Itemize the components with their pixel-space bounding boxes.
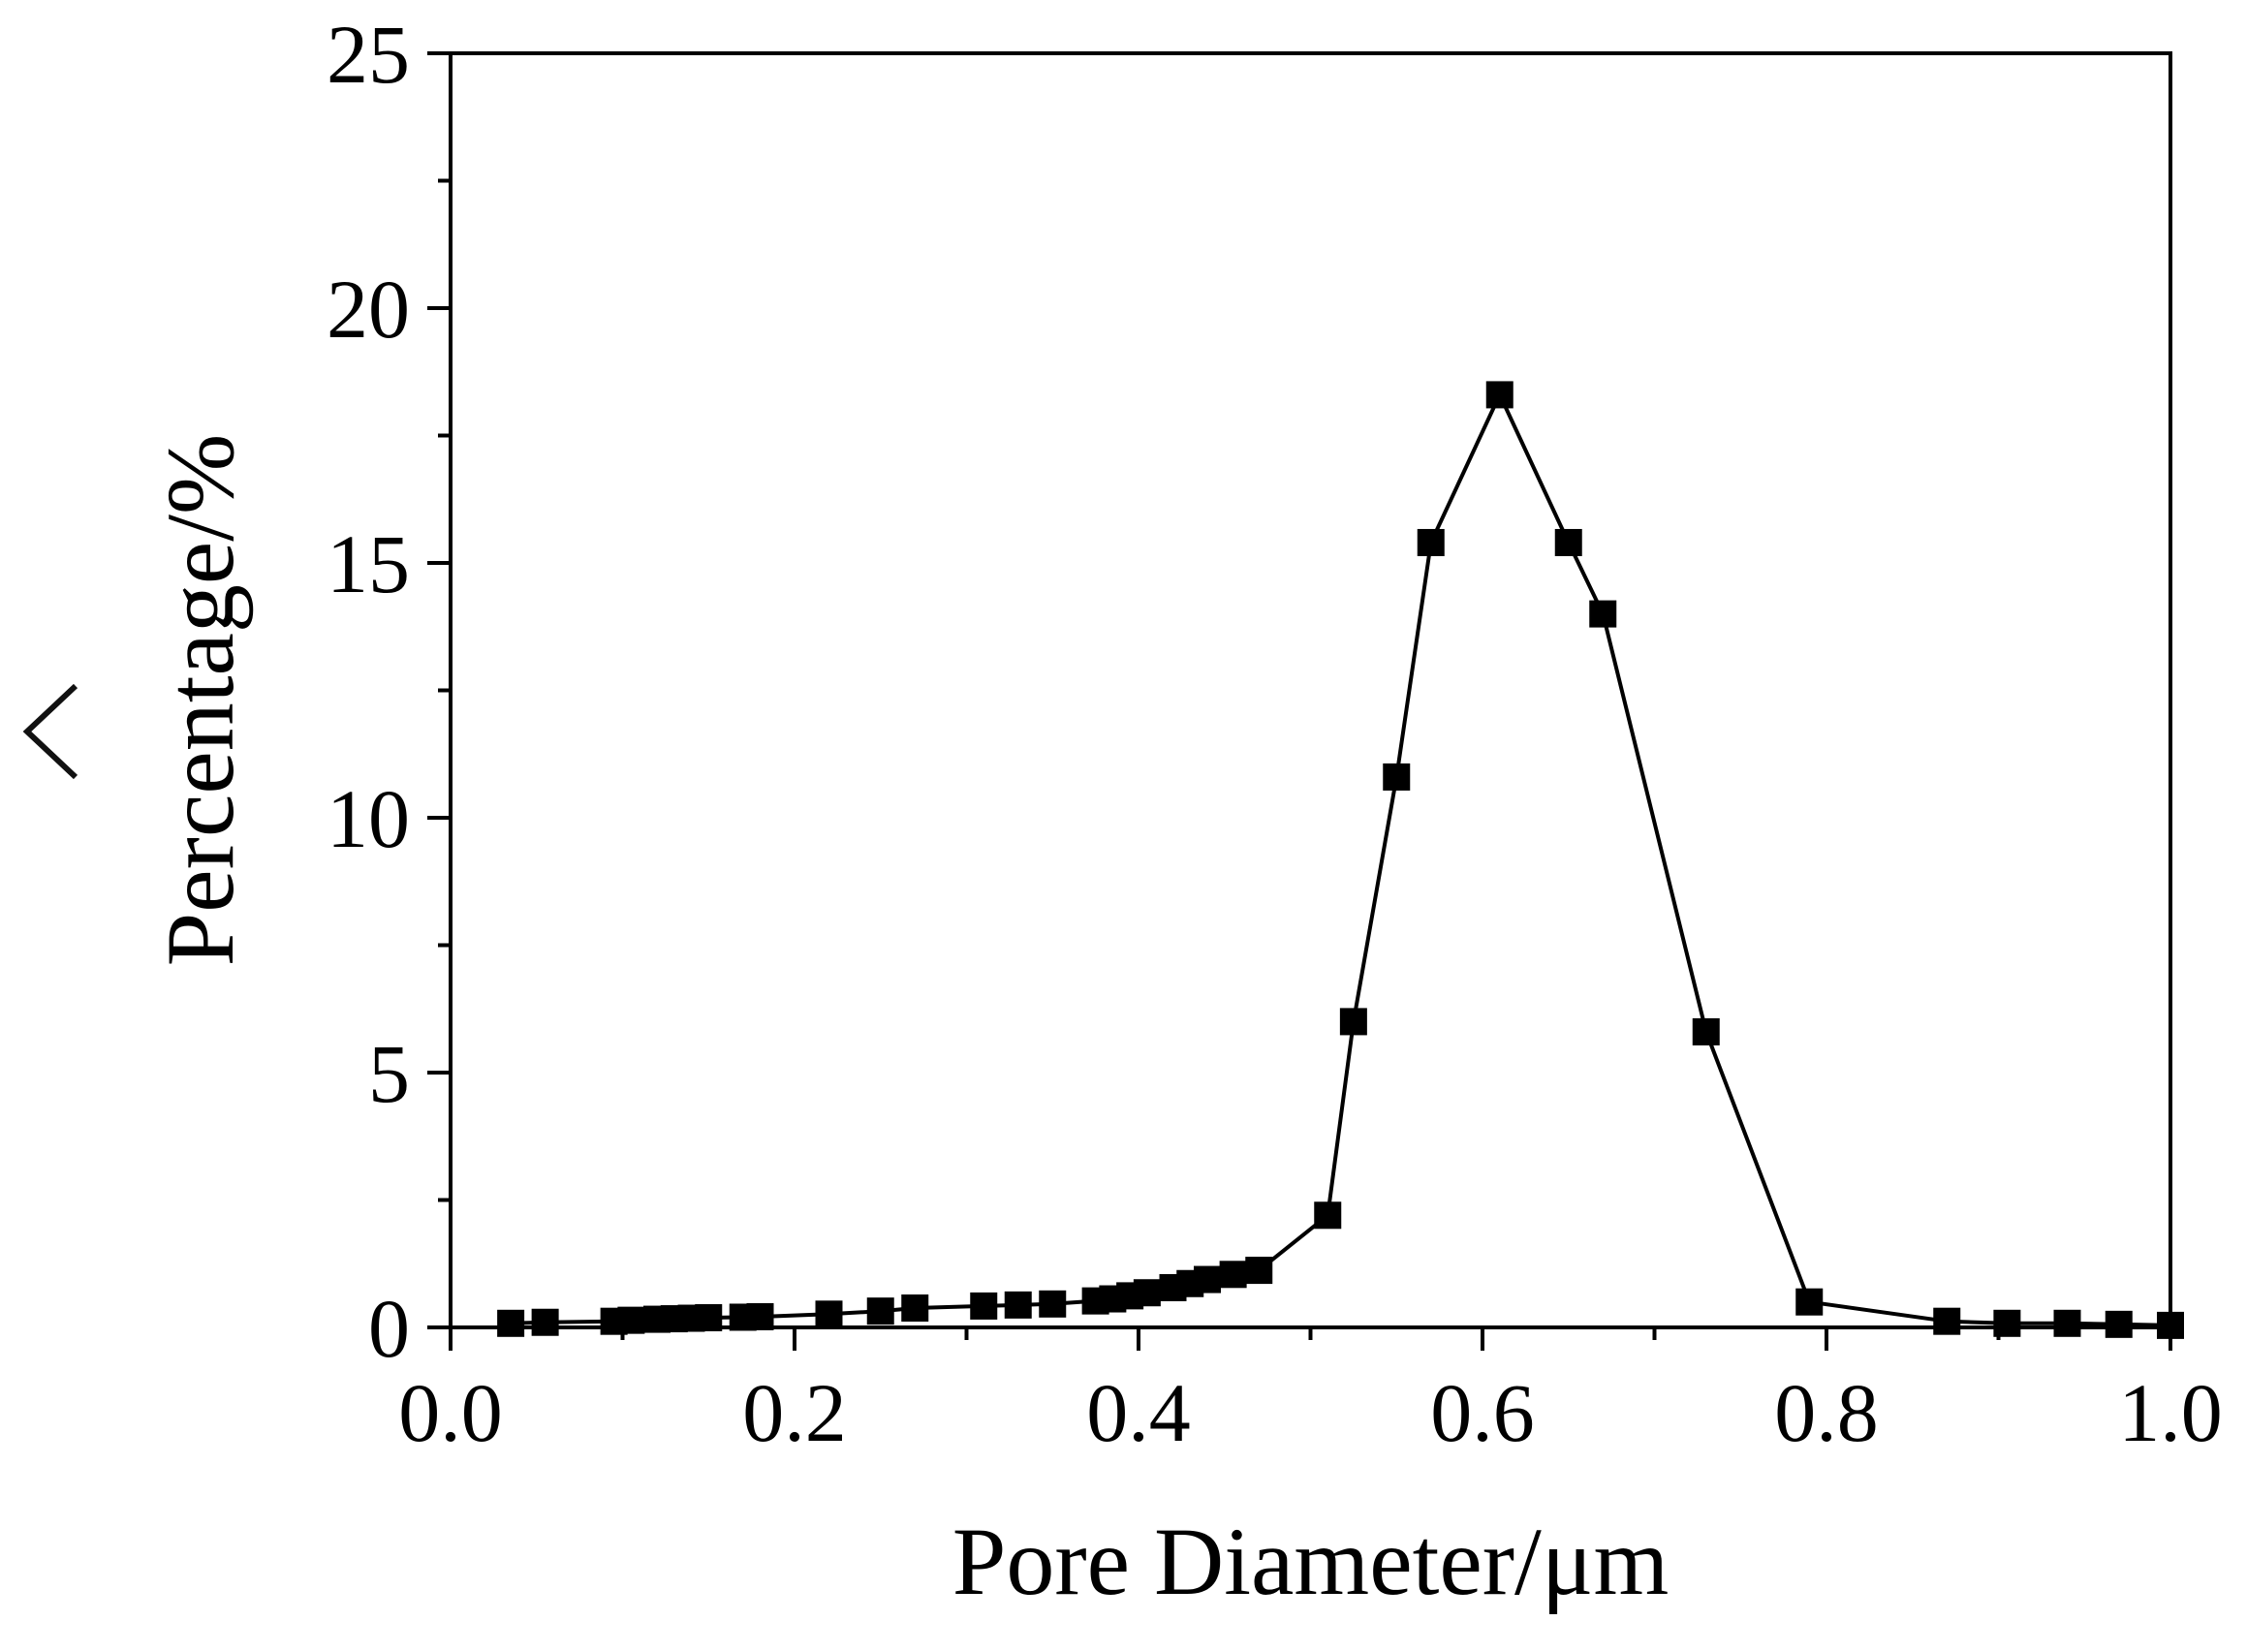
data-point-marker bbox=[815, 1300, 843, 1328]
y-tick-label: 10 bbox=[327, 772, 410, 865]
x-tick-label: 1.0 bbox=[2118, 1366, 2223, 1459]
x-tick-label: 0.4 bbox=[1086, 1366, 1191, 1459]
y-tick-label: 5 bbox=[368, 1027, 410, 1120]
data-point-marker bbox=[1133, 1279, 1161, 1307]
data-point-marker bbox=[1692, 1017, 1720, 1045]
x-tick-label: 0.8 bbox=[1774, 1366, 1879, 1459]
y-tick-label: 0 bbox=[368, 1282, 410, 1375]
y-axis-title: Percentage/% bbox=[146, 434, 254, 967]
x-axis-title: Pore Diameter/μm bbox=[952, 1508, 1670, 1615]
data-point-marker bbox=[1417, 528, 1445, 556]
plot-frame bbox=[449, 51, 2172, 1329]
data-point-marker bbox=[901, 1294, 929, 1323]
chevron-left-icon[interactable] bbox=[19, 678, 87, 785]
series-layer bbox=[497, 381, 2184, 1339]
data-point-marker bbox=[1004, 1291, 1032, 1319]
data-point-marker bbox=[1795, 1288, 1824, 1316]
data-point-marker bbox=[1589, 600, 1617, 628]
data-point-marker bbox=[1383, 763, 1411, 791]
data-point-marker bbox=[617, 1306, 645, 1334]
data-point-marker bbox=[531, 1308, 559, 1336]
x-tick-label: 0.6 bbox=[1430, 1366, 1535, 1459]
series-line bbox=[511, 392, 2171, 1327]
data-point-marker bbox=[1554, 528, 1582, 556]
ticks-layer bbox=[427, 51, 2172, 1351]
data-point-marker bbox=[1245, 1257, 1273, 1285]
x-tick-label: 0.0 bbox=[398, 1366, 503, 1459]
data-point-marker bbox=[1194, 1265, 1221, 1294]
data-point-marker bbox=[1485, 381, 1514, 409]
data-point-marker bbox=[1219, 1261, 1247, 1289]
x-tick-label: 0.2 bbox=[742, 1366, 847, 1459]
data-point-marker bbox=[2105, 1310, 2133, 1338]
y-tick-label: 15 bbox=[327, 517, 410, 610]
data-point-marker bbox=[1339, 1008, 1367, 1036]
data-point-marker bbox=[1314, 1201, 1342, 1230]
y-tick-label: 20 bbox=[327, 263, 410, 356]
labels-layer: 0.0 0.2 0.4 0.6 0.8 1.0 0 5 10 15 20 25 bbox=[327, 8, 2223, 1459]
data-point-marker bbox=[497, 1309, 525, 1337]
y-tick-label: 25 bbox=[327, 8, 410, 101]
data-point-marker bbox=[2053, 1309, 2081, 1337]
data-point-marker bbox=[1039, 1290, 1067, 1318]
data-point-marker bbox=[970, 1292, 998, 1320]
data-point-marker bbox=[1933, 1307, 1961, 1335]
data-point-marker bbox=[866, 1297, 894, 1325]
data-point-marker bbox=[1993, 1309, 2021, 1337]
